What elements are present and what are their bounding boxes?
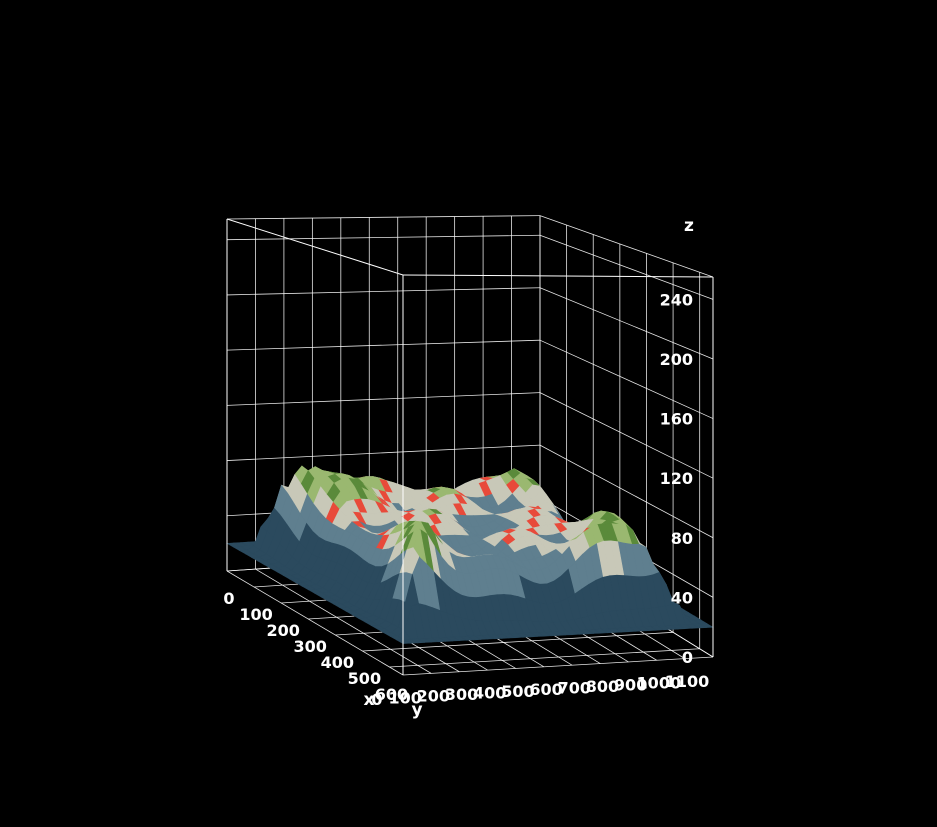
surface-layer bbox=[225, 465, 714, 644]
x-tick-label: 1100 bbox=[665, 672, 710, 691]
grid-line-z-right bbox=[226, 287, 541, 296]
grid-layer bbox=[226, 215, 714, 676]
y-tick-label: 600 bbox=[375, 685, 408, 704]
x-tick-label: 300 bbox=[445, 685, 478, 704]
x-tick-label: 200 bbox=[417, 687, 450, 706]
x-tick-label: 600 bbox=[529, 680, 562, 699]
grid-line-z-right bbox=[226, 215, 541, 220]
grid-line-z-back bbox=[539, 215, 714, 278]
grid-line-y-floor bbox=[362, 631, 674, 652]
x-tick-label: 400 bbox=[473, 683, 506, 702]
y-tick-label: 300 bbox=[294, 637, 327, 656]
x-tick-label: 800 bbox=[586, 677, 619, 696]
z-tick-label: 120 bbox=[660, 469, 693, 488]
box-edge-top-right bbox=[226, 218, 404, 276]
x-tick-label: 500 bbox=[501, 682, 534, 701]
x-tick-label: 900 bbox=[614, 675, 647, 694]
grid-line-z-right bbox=[226, 392, 541, 406]
y-axis-title: y bbox=[411, 700, 422, 720]
grid-line-z-back bbox=[539, 392, 714, 479]
grid-line-z-right bbox=[226, 339, 541, 351]
z-tick-label: 160 bbox=[660, 410, 693, 429]
z-tick-label: 80 bbox=[671, 529, 693, 548]
grid-line-y-floor bbox=[389, 648, 700, 668]
z-tick-label: 40 bbox=[671, 588, 693, 607]
z-tick-label: 200 bbox=[660, 350, 693, 369]
x-tick-label: 100 bbox=[388, 688, 421, 707]
y-tick-label: 200 bbox=[266, 621, 299, 640]
grid-line-x-floor bbox=[255, 568, 432, 674]
box-front-edges bbox=[226, 218, 714, 675]
z-tick-label: 240 bbox=[660, 290, 693, 309]
y-tick-label: 100 bbox=[239, 605, 272, 624]
x-axis-title: x bbox=[364, 690, 375, 710]
y-tick-label: 500 bbox=[348, 669, 381, 688]
grid-line-z-back bbox=[539, 339, 714, 419]
grid-line-z-right bbox=[226, 444, 541, 461]
grid-line-z-right bbox=[226, 234, 541, 241]
x-tick-label: 1000 bbox=[637, 674, 682, 693]
grid-line-y-floor bbox=[402, 656, 714, 676]
y-tick-label: 400 bbox=[321, 653, 354, 672]
x-tick-label: 0 bbox=[371, 690, 382, 709]
grid-line-z-back bbox=[539, 444, 714, 539]
y-tick-label: 0 bbox=[223, 589, 234, 608]
grid-line-z-back bbox=[539, 287, 714, 360]
x-tick-label: 700 bbox=[558, 679, 591, 698]
grid-line-z-back bbox=[539, 234, 714, 300]
z-tick-label: 0 bbox=[682, 648, 693, 667]
z-axis-title: z bbox=[684, 216, 694, 236]
grid-line-x-floor bbox=[226, 570, 404, 676]
box-edge-top-left bbox=[402, 274, 714, 278]
